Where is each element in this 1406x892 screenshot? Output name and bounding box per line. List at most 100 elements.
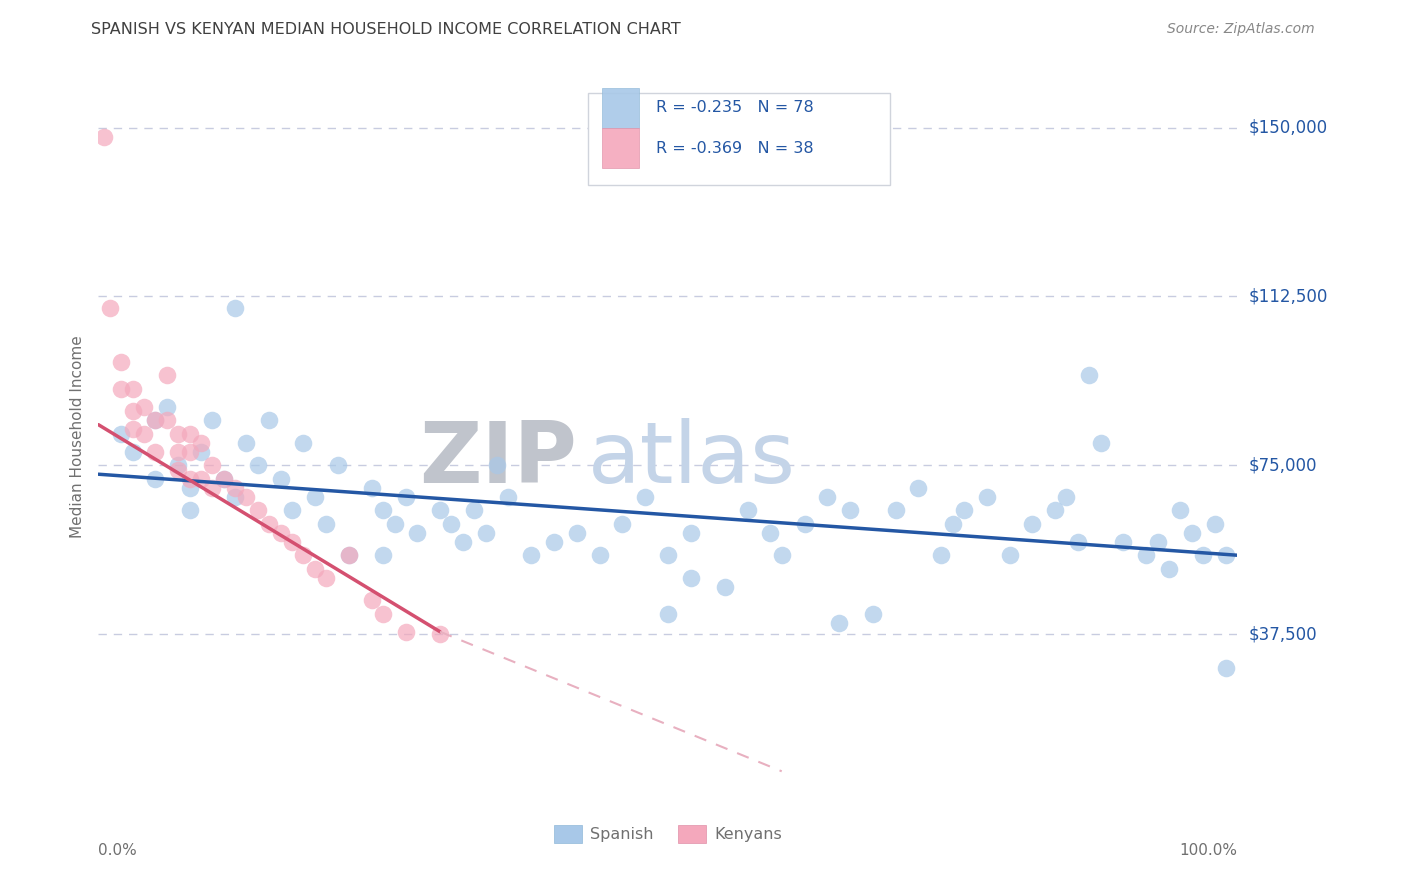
Point xyxy=(156,368,179,383)
Point xyxy=(235,435,257,450)
Point xyxy=(1215,548,1237,562)
Point xyxy=(224,490,246,504)
Point xyxy=(235,490,257,504)
Point xyxy=(657,607,679,621)
Point xyxy=(145,413,167,427)
Point xyxy=(371,607,394,621)
Point xyxy=(714,580,737,594)
Point xyxy=(828,615,851,630)
Point xyxy=(360,593,382,607)
Point xyxy=(121,422,143,436)
Point xyxy=(486,458,509,473)
Point xyxy=(429,627,451,641)
Point xyxy=(156,413,179,427)
Point xyxy=(179,472,201,486)
Point xyxy=(93,129,115,144)
Point xyxy=(612,516,634,531)
Point xyxy=(793,516,815,531)
Point xyxy=(998,548,1021,562)
Point xyxy=(224,301,246,315)
Point xyxy=(167,426,190,441)
Point xyxy=(543,534,565,549)
Legend: Spanish, Kenyans: Spanish, Kenyans xyxy=(547,819,789,850)
Text: 100.0%: 100.0% xyxy=(1180,843,1237,858)
Point xyxy=(440,516,463,531)
Point xyxy=(1170,503,1192,517)
Point xyxy=(121,382,143,396)
Point xyxy=(110,354,132,368)
Point xyxy=(98,301,121,315)
Text: ZIP: ZIP xyxy=(419,417,576,500)
Point xyxy=(315,571,337,585)
Point xyxy=(1215,661,1237,675)
Point xyxy=(179,426,201,441)
Point xyxy=(1204,516,1226,531)
Point xyxy=(110,382,132,396)
Point xyxy=(132,400,155,414)
Point xyxy=(167,458,190,473)
Point xyxy=(371,503,394,517)
Point xyxy=(1157,562,1180,576)
Point xyxy=(953,503,976,517)
Point xyxy=(259,413,281,427)
Point xyxy=(201,481,224,495)
Point xyxy=(1146,534,1168,549)
Point xyxy=(679,525,702,540)
Point xyxy=(326,458,349,473)
Point xyxy=(429,503,451,517)
Point xyxy=(976,490,998,504)
Point xyxy=(179,444,201,458)
Point xyxy=(246,503,269,517)
Text: SPANISH VS KENYAN MEDIAN HOUSEHOLD INCOME CORRELATION CHART: SPANISH VS KENYAN MEDIAN HOUSEHOLD INCOM… xyxy=(91,22,681,37)
Point xyxy=(907,481,929,495)
Point xyxy=(770,548,793,562)
Y-axis label: Median Household Income: Median Household Income xyxy=(70,335,86,539)
Point xyxy=(304,562,326,576)
Point xyxy=(270,472,292,486)
Point xyxy=(862,607,884,621)
Point xyxy=(246,458,269,473)
Bar xyxy=(602,87,640,128)
Point xyxy=(737,503,759,517)
Point xyxy=(384,516,406,531)
Point xyxy=(190,435,212,450)
Point xyxy=(1112,534,1135,549)
Bar xyxy=(602,128,640,169)
Text: $150,000: $150,000 xyxy=(1249,119,1327,136)
Point xyxy=(1021,516,1043,531)
Point xyxy=(451,534,474,549)
Point xyxy=(212,472,235,486)
Text: R = -0.235   N = 78: R = -0.235 N = 78 xyxy=(657,101,814,115)
Point xyxy=(657,548,679,562)
Text: $37,500: $37,500 xyxy=(1249,625,1317,643)
Point xyxy=(156,400,179,414)
Point xyxy=(759,525,782,540)
Text: $112,500: $112,500 xyxy=(1249,287,1327,305)
Point xyxy=(337,548,360,562)
Point xyxy=(179,481,201,495)
Point xyxy=(1078,368,1101,383)
Point xyxy=(270,525,292,540)
Text: R = -0.369   N = 38: R = -0.369 N = 38 xyxy=(657,141,814,156)
Point xyxy=(132,426,155,441)
Point xyxy=(815,490,838,504)
Text: atlas: atlas xyxy=(588,417,796,500)
Text: 0.0%: 0.0% xyxy=(98,843,138,858)
Point xyxy=(1043,503,1066,517)
Point xyxy=(110,426,132,441)
Point xyxy=(121,444,143,458)
Point xyxy=(498,490,520,504)
Point xyxy=(201,458,224,473)
Point xyxy=(588,548,610,562)
Point xyxy=(292,548,315,562)
Point xyxy=(839,503,862,517)
Point xyxy=(121,404,143,418)
Point xyxy=(679,571,702,585)
Point xyxy=(292,435,315,450)
Point xyxy=(1192,548,1215,562)
Point xyxy=(520,548,543,562)
Point xyxy=(315,516,337,531)
Point xyxy=(884,503,907,517)
Point xyxy=(145,472,167,486)
FancyBboxPatch shape xyxy=(588,94,890,185)
